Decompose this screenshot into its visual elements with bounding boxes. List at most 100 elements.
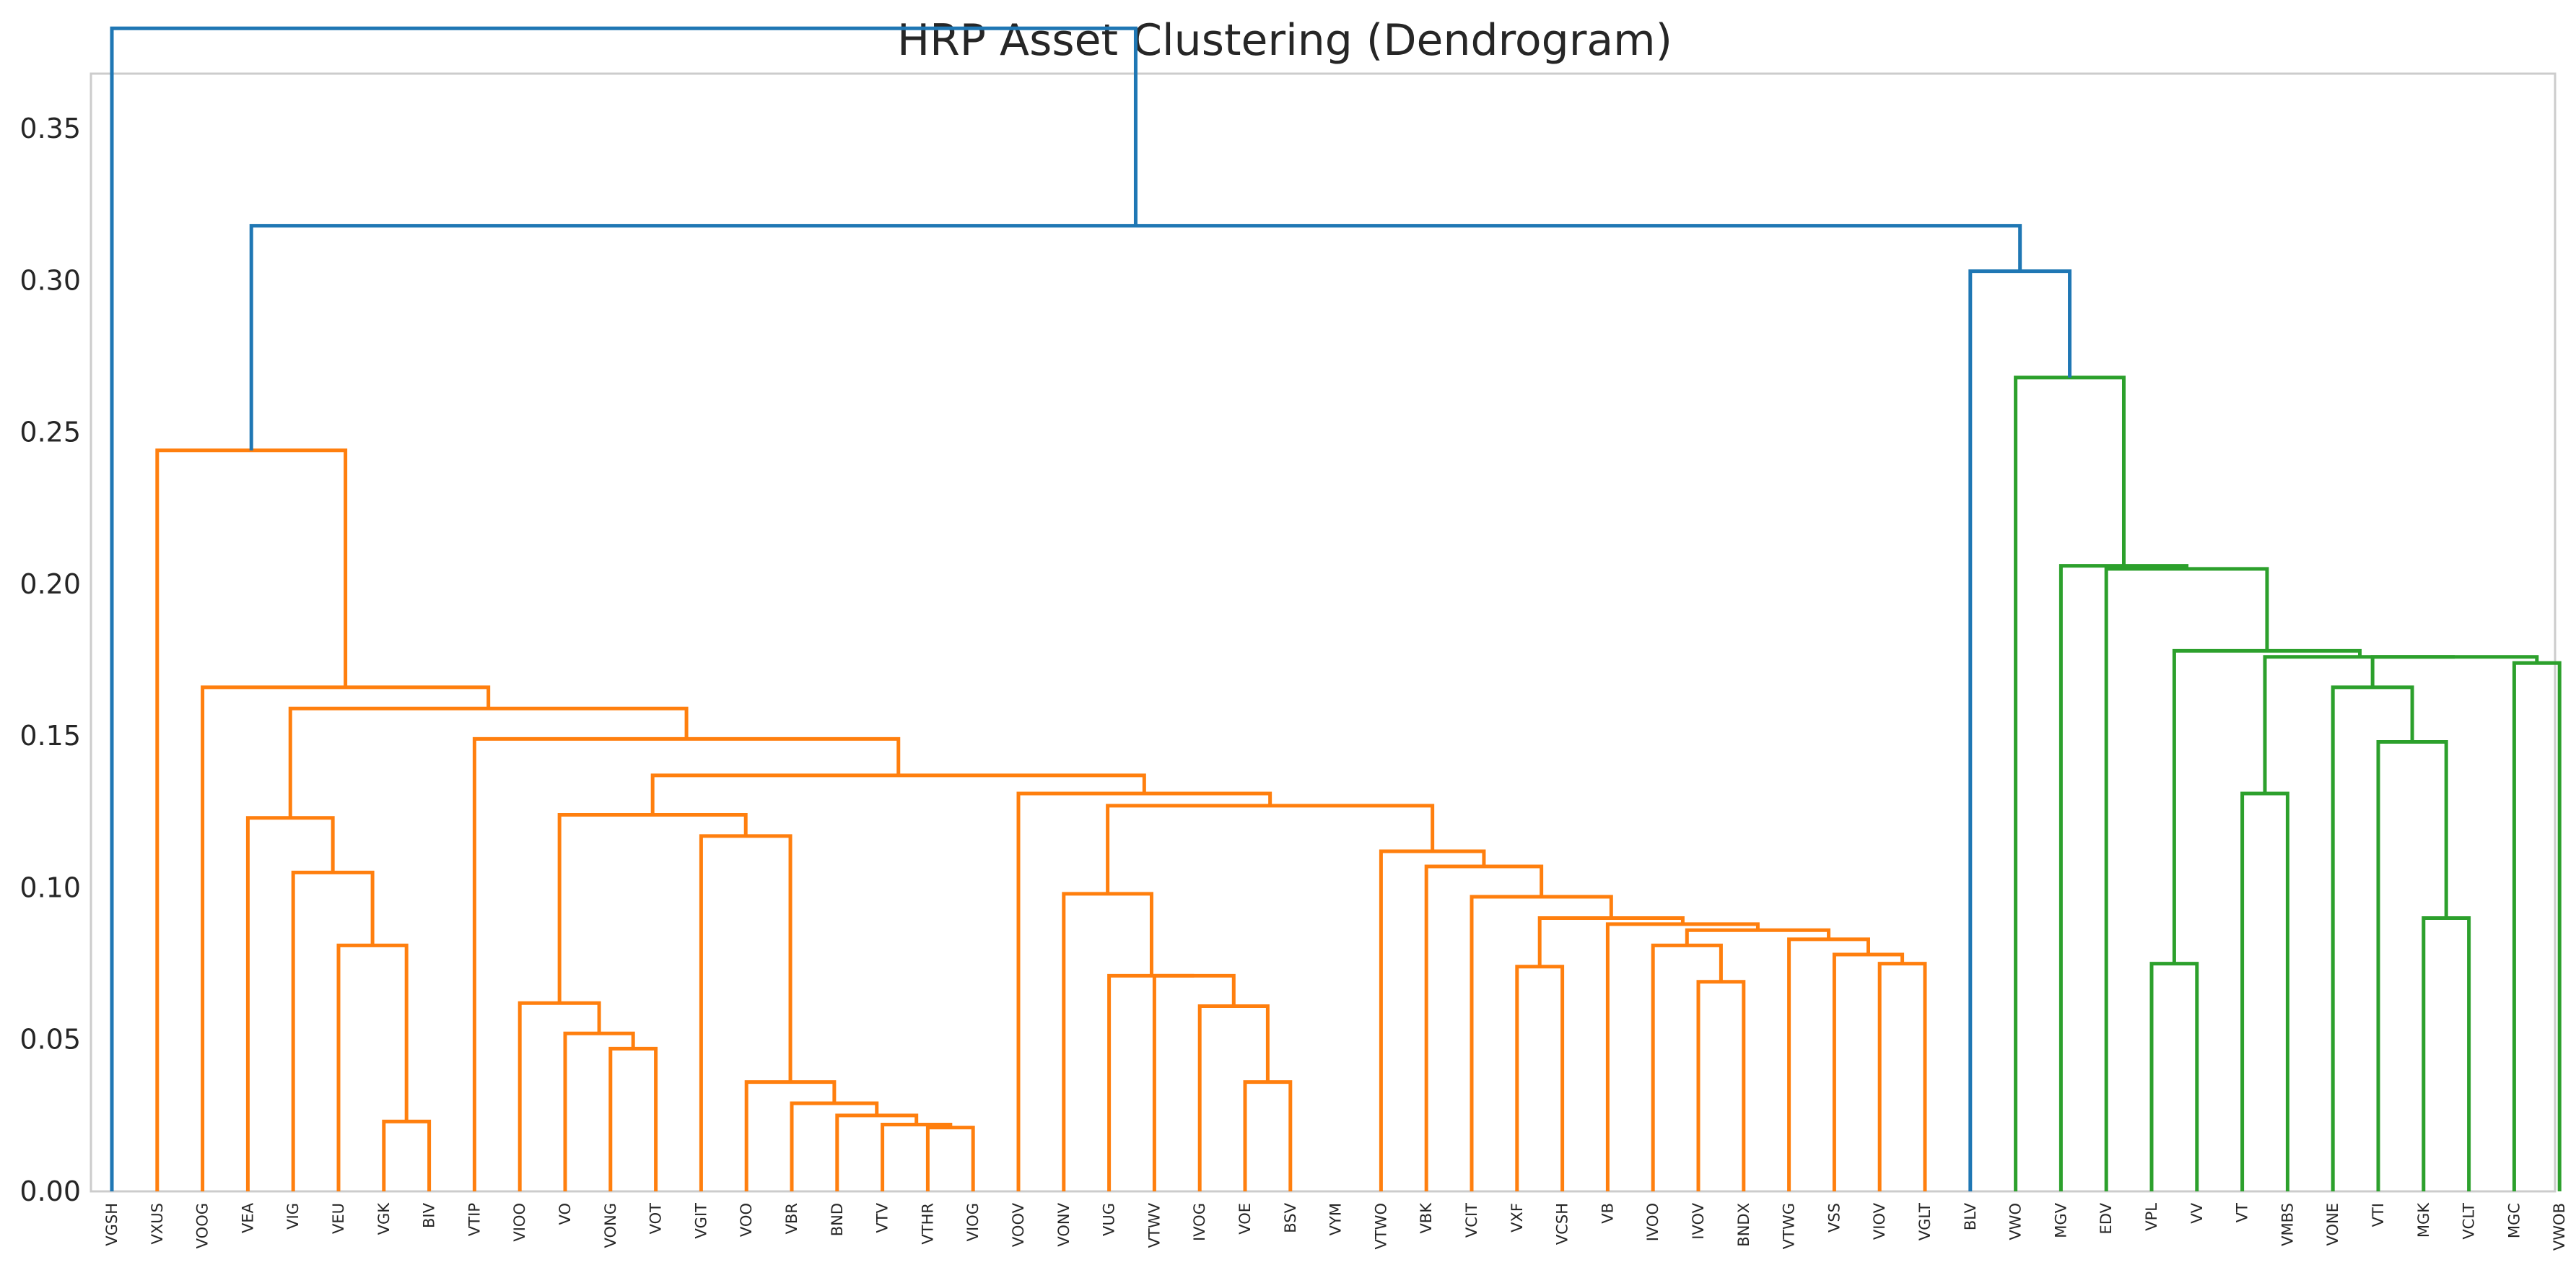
leaf-label: VWOB <box>2551 1203 2568 1251</box>
y-tick-label: 0.00 <box>19 1175 81 1207</box>
y-tick-label: 0.30 <box>19 264 81 296</box>
dendrogram-link <box>927 1128 973 1191</box>
leaf-label: MGV <box>2052 1202 2069 1238</box>
leaf-label: IVOV <box>1690 1202 1707 1239</box>
dendrogram-link <box>384 1121 429 1191</box>
dendrogram-link <box>2378 742 2446 1191</box>
dendrogram-link <box>559 814 746 1003</box>
dendrogram-link <box>2265 657 2455 794</box>
leaf-label: VWO <box>2007 1203 2025 1240</box>
leaf-label: VYM <box>1327 1203 1345 1235</box>
dendrogram-link <box>251 226 2020 451</box>
dendrogram-link <box>1154 975 1234 1191</box>
leaf-label: VPL <box>2143 1203 2160 1231</box>
leaf-label: VB <box>1599 1203 1616 1224</box>
y-tick-label: 0.25 <box>19 417 81 448</box>
y-tick-label: 0.35 <box>19 113 81 144</box>
dendrogram-link <box>290 708 686 817</box>
leaf-label: MGC <box>2505 1203 2523 1238</box>
leaf-label: VSS <box>1825 1203 1843 1233</box>
leaf-label: VOOG <box>194 1203 211 1248</box>
y-tick-label: 0.10 <box>19 871 81 903</box>
leaf-label: VGLT <box>1916 1203 1934 1240</box>
plot-frame <box>91 74 2555 1191</box>
y-axis-ticks: 0.000.050.100.150.200.250.300.350.40 <box>19 0 81 1207</box>
leaf-label: VTI <box>2370 1203 2387 1227</box>
leaf-label: VIOV <box>1871 1202 1888 1240</box>
leaf-label: VT <box>2234 1203 2251 1222</box>
dendrogram-link <box>611 1048 656 1191</box>
leaf-label: VCIT <box>1463 1203 1480 1238</box>
dendrogram-link <box>1879 964 1925 1191</box>
dendrogram-link <box>520 1003 599 1191</box>
leaf-label: VOE <box>1236 1203 1254 1235</box>
dendrogram-link <box>339 945 406 1191</box>
leaf-label: VGSH <box>103 1203 121 1246</box>
leaf-label: VTWO <box>1372 1203 1389 1250</box>
dendrogram-link <box>1517 967 1563 1191</box>
leaf-label: VTIP <box>466 1203 483 1236</box>
leaf-label: BLV <box>1962 1202 1979 1230</box>
dendrogram-link <box>157 451 346 1191</box>
leaf-label: VIOG <box>964 1203 982 1241</box>
leaf-label: VEA <box>239 1202 256 1233</box>
leaf-label: VCSH <box>1554 1203 1571 1245</box>
dendrogram-link <box>2333 687 2412 1191</box>
leaf-label: VV <box>2188 1202 2206 1223</box>
y-tick-label: 0.15 <box>19 720 81 752</box>
dendrogram-link <box>1426 866 1541 1191</box>
dendrogram-link <box>837 1116 917 1191</box>
dendrogram-link <box>112 28 1135 1191</box>
y-tick-label: 0.20 <box>19 568 81 600</box>
leaf-label: VOT <box>647 1203 665 1235</box>
dendrogram-link <box>1834 955 1902 1191</box>
dendrogram-link <box>1970 271 2070 1191</box>
leaf-label: VTV <box>874 1202 891 1233</box>
dendrogram-link <box>1607 924 1758 1191</box>
dendrogram-link <box>2424 918 2469 1191</box>
leaf-label: MGK <box>2415 1202 2432 1238</box>
leaf-label: VONE <box>2324 1203 2341 1246</box>
dendrogram-link <box>1109 975 1195 1191</box>
leaf-label: IVOG <box>1191 1203 1208 1241</box>
chart-title: HRP Asset Clustering (Dendrogram) <box>897 15 1672 66</box>
dendrogram-link <box>474 739 898 1191</box>
dendrogram-link <box>1789 939 1869 1191</box>
dendrogram-link <box>2243 794 2288 1191</box>
dendrogram-link <box>1200 1006 1267 1191</box>
leaf-label: VGIT <box>692 1203 710 1239</box>
leaf-label: VBK <box>1418 1202 1435 1234</box>
leaf-label: BIV <box>421 1202 438 1228</box>
x-axis-leaf-labels: VGSH VXUS VOOG VEA VIG VEU VGK BIV VTIP VIOO VO VON… <box>103 1202 2568 1251</box>
leaf-label: VTHR <box>919 1203 936 1245</box>
dendrogram-link <box>1245 1082 1291 1191</box>
dendrogram-link <box>203 687 489 1191</box>
leaf-label: VEU <box>330 1203 347 1234</box>
dendrogram-links <box>112 28 2559 1191</box>
dendrogram-link <box>883 1124 951 1191</box>
leaf-label: EDV <box>2097 1202 2115 1234</box>
y-tick-label: 0.05 <box>19 1024 81 1056</box>
leaf-label: VCLT <box>2461 1203 2478 1240</box>
leaf-label: VUG <box>1101 1203 1118 1236</box>
dendrogram-link <box>1381 851 1484 1191</box>
dendrogram-link <box>2061 566 2186 1191</box>
leaf-label: VOOV <box>1010 1202 1027 1247</box>
leaf-label: VO <box>556 1203 574 1225</box>
leaf-label: BNDX <box>1735 1203 1752 1247</box>
dendrogram-link <box>1698 982 1744 1191</box>
leaf-label: VTWG <box>1781 1203 1798 1249</box>
leaf-label: VIOO <box>511 1203 528 1242</box>
leaf-label: VONG <box>602 1203 619 1248</box>
leaf-label: VIG <box>284 1203 302 1230</box>
leaf-label: VONV <box>1055 1202 1073 1246</box>
leaf-label: VBR <box>783 1203 800 1234</box>
dendrogram-link <box>2152 964 2197 1191</box>
leaf-label: VXF <box>1509 1203 1526 1233</box>
leaf-label: VMBS <box>2279 1203 2296 1246</box>
dendrogram-link <box>565 1033 633 1191</box>
leaf-label: BND <box>829 1203 846 1236</box>
leaf-label: VXUS <box>149 1203 166 1244</box>
dendrogram-link <box>2372 657 2537 687</box>
